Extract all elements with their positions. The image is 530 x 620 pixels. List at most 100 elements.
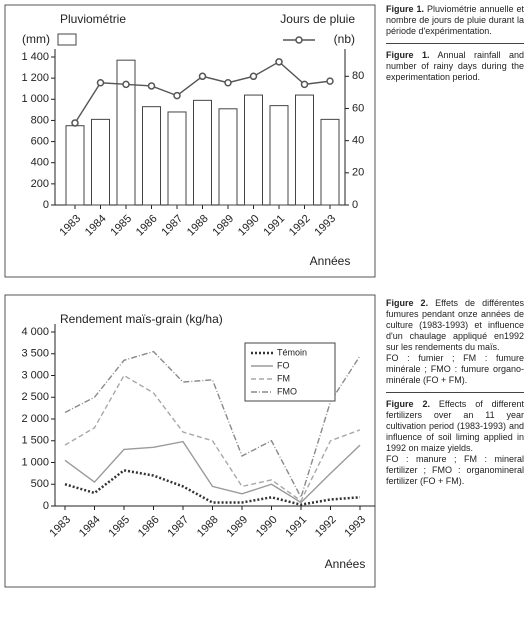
line-marker bbox=[224, 78, 232, 87]
x-tick-label: 1991 bbox=[261, 213, 287, 239]
caption-en: Figure 1. Annual rainfall and number of … bbox=[386, 50, 524, 83]
x-tick-label: 1983 bbox=[57, 213, 83, 239]
y-tick-label: 400 bbox=[31, 157, 49, 169]
bar bbox=[218, 108, 238, 206]
y-tick-label: 3 000 bbox=[21, 369, 49, 381]
y-tick-label: 800 bbox=[31, 114, 49, 126]
y2-tick-label: 40 bbox=[352, 135, 364, 147]
line-marker bbox=[173, 91, 181, 100]
line-marker bbox=[275, 58, 283, 66]
y-tick-label: 600 bbox=[31, 135, 49, 147]
line-marker bbox=[300, 80, 309, 89]
x-tick-label: 1992 bbox=[313, 514, 339, 540]
x-tick-label: 1993 bbox=[342, 514, 368, 540]
bar bbox=[269, 105, 289, 206]
line-marker bbox=[198, 72, 207, 81]
frame bbox=[4, 294, 376, 588]
y2-tick-label: 20 bbox=[352, 167, 364, 179]
caption-text: Effects of different fertilizers over an… bbox=[386, 399, 524, 453]
series-line bbox=[64, 374, 361, 502]
line-marker bbox=[71, 119, 79, 127]
x-tick-label: 1984 bbox=[83, 213, 109, 239]
bar bbox=[91, 118, 110, 206]
x-tick-label: 1988 bbox=[195, 514, 221, 540]
y-tick-label: 1 000 bbox=[21, 93, 49, 105]
y2-tick-label: 60 bbox=[352, 102, 364, 114]
fig-label: Figure 1. bbox=[386, 4, 424, 14]
bar bbox=[244, 94, 263, 206]
frame bbox=[4, 4, 376, 278]
bar bbox=[320, 118, 340, 206]
x-tick-label: 1990 bbox=[254, 514, 280, 540]
caption-note: FO : manure ; FM : mineral fertilizer ; … bbox=[386, 454, 524, 486]
line-marker bbox=[249, 72, 258, 81]
x-tick-label: 1993 bbox=[312, 213, 338, 239]
line-marker bbox=[326, 77, 334, 85]
y-tick-label: 1 400 bbox=[21, 51, 49, 63]
legend-swatch bbox=[295, 36, 303, 44]
caption-fr: Figure 1. Pluviométrie annuelle et nombr… bbox=[386, 4, 524, 37]
chart-title: Rendement maïs-grain (kg/ha) bbox=[60, 312, 223, 326]
legend-swatch bbox=[57, 33, 77, 46]
y-tick-label: 0 bbox=[43, 199, 49, 211]
x-axis-title: Années bbox=[310, 254, 351, 268]
line-marker bbox=[122, 80, 130, 89]
caption-1: Figure 1. Pluviométrie annuelle et nombr… bbox=[386, 4, 524, 83]
legend-label: (mm) bbox=[22, 32, 50, 46]
y-tick-label: 1 000 bbox=[21, 456, 49, 468]
y-tick-label: 2 000 bbox=[21, 413, 49, 425]
line-marker bbox=[96, 78, 105, 87]
x-tick-label: 1990 bbox=[236, 213, 262, 239]
fig-label: Figure 2. bbox=[386, 298, 429, 308]
bar bbox=[167, 111, 187, 206]
y2-axis-title: Jours de pluie bbox=[280, 12, 355, 26]
y-tick-label: 1 500 bbox=[21, 435, 49, 447]
caption-en: Figure 2. Effects of different fertilize… bbox=[386, 399, 524, 487]
x-tick-label: 1987 bbox=[165, 514, 191, 540]
bar bbox=[65, 125, 85, 206]
charts: 0 200 400 600 800 1 000 1 200 1 400 0 20 40 60 80 198… bbox=[4, 4, 376, 588]
y-tick-label: 500 bbox=[31, 478, 49, 490]
x-tick-label: 1991 bbox=[283, 514, 309, 540]
x-tick-label: 1986 bbox=[134, 213, 160, 239]
caption-text: Annual rainfall and number of rainy days… bbox=[386, 50, 524, 82]
x-tick-label: 1987 bbox=[159, 213, 185, 239]
y2-tick-label: 80 bbox=[352, 70, 364, 82]
x-tick-label: 1985 bbox=[108, 213, 134, 239]
y2-tick-label: 0 bbox=[352, 199, 358, 211]
y-tick-label: 2 500 bbox=[21, 391, 49, 403]
line-marker bbox=[147, 82, 156, 90]
caption-text: Effets de différentes fumures pendant on… bbox=[386, 298, 524, 352]
bar bbox=[295, 94, 314, 206]
y-tick-label: 200 bbox=[31, 178, 49, 190]
x-tick-label: 1983 bbox=[47, 514, 73, 540]
caption-2: Figure 2. Effets de différentes fumures … bbox=[386, 298, 524, 487]
fig-label: Figure 1. bbox=[386, 50, 430, 60]
x-axis-title: Années bbox=[325, 557, 366, 571]
x-tick-label: 1989 bbox=[210, 213, 236, 239]
bar bbox=[193, 99, 212, 206]
x-tick-label: 1989 bbox=[224, 514, 250, 540]
legend-label: Témoin bbox=[277, 347, 307, 357]
series-line bbox=[64, 440, 361, 504]
x-tick-label: 1985 bbox=[106, 514, 132, 540]
legend-label: FO bbox=[277, 360, 290, 370]
legend-label: (nb) bbox=[334, 32, 355, 46]
y-tick-label: 1 200 bbox=[21, 72, 49, 84]
y-tick-label: 0 bbox=[43, 500, 49, 512]
x-tick-label: 1988 bbox=[185, 213, 211, 239]
x-tick-label: 1986 bbox=[136, 514, 162, 540]
legend-label: FMO bbox=[277, 386, 297, 396]
x-tick-label: 1992 bbox=[287, 213, 313, 239]
caption-note: FO : fumier ; FM : fumure minérale ; FMO… bbox=[386, 353, 524, 385]
fig-label: Figure 2. bbox=[386, 399, 430, 409]
x-tick-label: 1984 bbox=[77, 514, 103, 540]
y-axis-title: Pluviométrie bbox=[60, 12, 126, 26]
legend-label: FM bbox=[277, 373, 290, 383]
y-tick-label: 4 000 bbox=[21, 326, 49, 338]
y-tick-label: 3 500 bbox=[21, 348, 49, 360]
caption-text: Pluviométrie annuelle et nombre de jours… bbox=[386, 4, 524, 36]
bar bbox=[116, 59, 136, 206]
caption-fr: Figure 2. Effets de différentes fumures … bbox=[386, 298, 524, 386]
